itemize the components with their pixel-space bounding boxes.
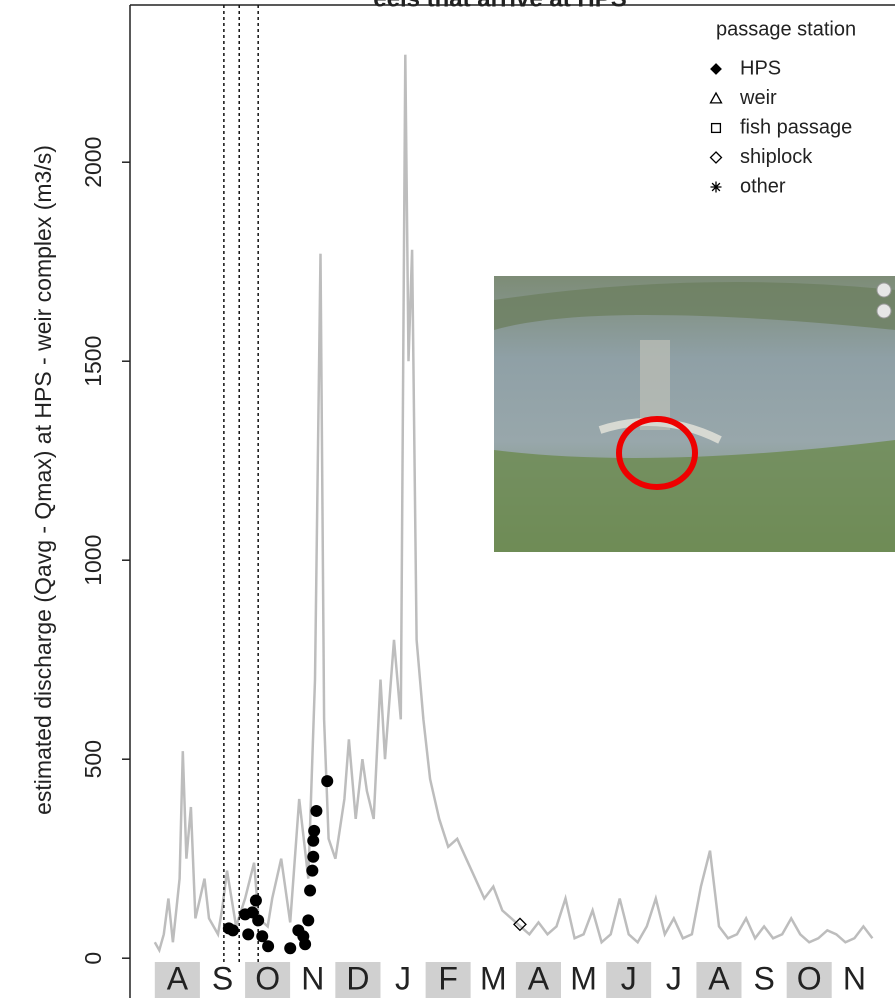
month-band: [831, 962, 877, 998]
y-tick-label: 1500: [80, 336, 106, 387]
marker: [710, 122, 722, 134]
eel-point: [306, 864, 319, 877]
month-band: [425, 962, 471, 998]
x-tick-label: S: [212, 960, 233, 996]
y-tick-label: 1000: [80, 535, 106, 586]
eel-point: [308, 824, 321, 837]
eel-point: [226, 924, 239, 937]
x-tick-label: J: [395, 960, 411, 996]
eel-point: [249, 894, 262, 907]
legend-label: weir: [739, 87, 777, 109]
month-band: [696, 962, 742, 998]
legend-label: HPS: [740, 57, 781, 79]
map-inset: [494, 276, 895, 552]
eel-point: [302, 914, 315, 927]
marker: [709, 151, 723, 164]
eel-point: [310, 804, 323, 817]
eel-point: [284, 942, 297, 955]
month-band: [786, 962, 832, 998]
x-tick-label: D: [346, 960, 369, 996]
month-band: [290, 962, 336, 998]
legend-label: fish passage: [740, 116, 852, 138]
month-band: [606, 962, 652, 998]
y-tick-label: 500: [80, 740, 106, 778]
x-tick-label: S: [753, 960, 774, 996]
month-band: [380, 962, 426, 998]
x-tick-label: J: [666, 960, 682, 996]
x-tick-label: N: [301, 960, 324, 996]
x-tick-label: M: [480, 960, 507, 996]
month-band: [515, 962, 562, 998]
eel-point: [321, 775, 334, 788]
eel-point: [242, 928, 255, 941]
x-tick-label: F: [438, 960, 458, 996]
month-band: [651, 962, 697, 998]
legend-label: shiplock: [740, 146, 813, 168]
x-tick-label: O: [797, 960, 822, 996]
x-tick-label: N: [843, 960, 866, 996]
y-axis-label: estimated discharge (Qavg - Qmax) at HPS…: [30, 145, 56, 815]
discharge-line: [153, 54, 874, 954]
legend-box: [700, 12, 895, 197]
eel-point: [307, 834, 320, 847]
y-tick-label: 0: [80, 952, 106, 965]
legend-label: other: [740, 175, 786, 197]
month-band: [741, 962, 787, 998]
x-tick-label: O: [255, 960, 280, 996]
month-band: [335, 962, 381, 998]
marker: [710, 63, 722, 75]
eel-point: [304, 884, 317, 897]
eel-point: [307, 850, 320, 863]
x-tick-label: A: [528, 960, 550, 996]
x-tick-label: J: [621, 960, 637, 996]
y-tick-label: 2000: [80, 137, 106, 188]
marker: [709, 91, 723, 104]
month-band: [154, 962, 200, 998]
month-band: [245, 962, 291, 998]
eel-point: [299, 938, 312, 951]
month-band: [470, 962, 516, 998]
x-tick-label: A: [167, 960, 189, 996]
month-band: [561, 962, 607, 998]
month-band: [199, 962, 246, 998]
x-tick-label: M: [570, 960, 597, 996]
marker: [710, 181, 722, 193]
marker: [513, 917, 527, 932]
eel-point: [262, 940, 275, 953]
legend-title: passage station: [716, 18, 856, 40]
x-tick-label: A: [708, 960, 730, 996]
eel-point: [256, 930, 269, 943]
eel-point: [252, 914, 265, 927]
chart-title: eels that arrive at HPS: [373, 0, 626, 12]
